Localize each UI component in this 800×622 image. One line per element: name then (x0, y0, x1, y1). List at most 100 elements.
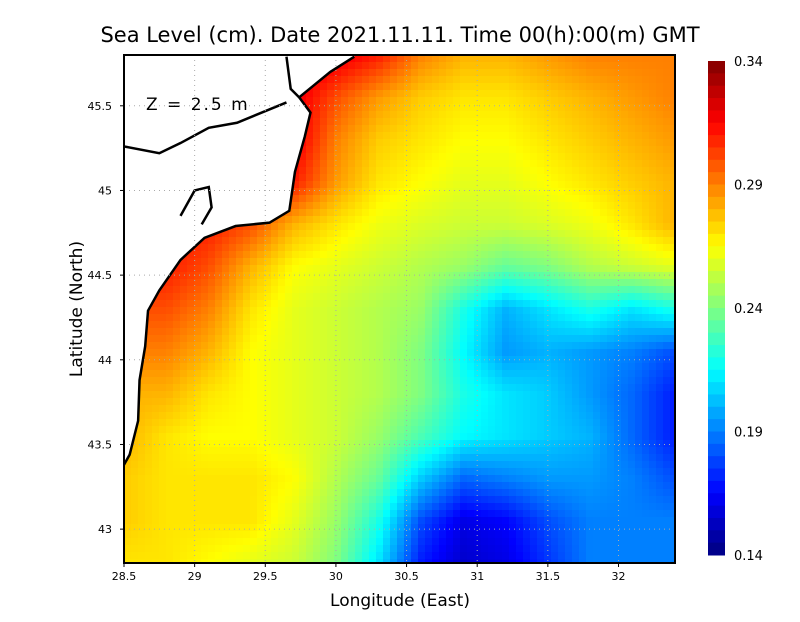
heatmap-cell (173, 377, 181, 385)
heatmap-cell (341, 139, 349, 147)
heatmap-cell (460, 174, 468, 182)
heatmap-cell (509, 216, 517, 224)
heatmap-cell (460, 349, 468, 357)
heatmap-cell (446, 230, 454, 238)
heatmap-cell (376, 174, 384, 182)
heatmap-cell (551, 76, 559, 84)
heatmap-cell (404, 475, 412, 483)
heatmap-cell (586, 377, 594, 385)
heatmap-cell (173, 461, 181, 469)
heatmap-cell (467, 314, 475, 322)
heatmap-cell (572, 181, 580, 189)
heatmap-cell (551, 223, 559, 231)
heatmap-cell (635, 118, 643, 126)
heatmap-cell (565, 489, 573, 497)
heatmap-cell (572, 55, 580, 63)
heatmap-cell (628, 125, 636, 133)
heatmap-cell (572, 265, 580, 273)
heatmap-cell (187, 384, 195, 392)
heatmap-cell (222, 419, 230, 427)
heatmap-cell (376, 118, 384, 126)
heatmap-cell (145, 377, 153, 385)
heatmap-cell (635, 111, 643, 119)
heatmap-cell (628, 230, 636, 238)
heatmap-cell (516, 209, 524, 217)
heatmap-cell (544, 328, 552, 336)
heatmap-cell (481, 454, 489, 462)
heatmap-cell (600, 489, 608, 497)
heatmap-cell (663, 251, 671, 259)
heatmap-cell (215, 468, 223, 476)
heatmap-cell (159, 314, 167, 322)
heatmap-cell (278, 314, 286, 322)
heatmap-cell (348, 146, 356, 154)
heatmap-cell (439, 237, 447, 245)
heatmap-cell (551, 405, 559, 413)
heatmap-cell (348, 328, 356, 336)
heatmap-cell (600, 55, 608, 63)
heatmap-cell (313, 426, 321, 434)
heatmap-cell (670, 76, 675, 84)
heatmap-cell (516, 111, 524, 119)
heatmap-cell (152, 377, 160, 385)
heatmap-cell (397, 153, 405, 161)
heatmap-cell (306, 391, 314, 399)
heatmap-cell (656, 139, 664, 147)
heatmap-cell (663, 104, 671, 112)
heatmap-cell (208, 258, 216, 266)
heatmap-cell (383, 468, 391, 476)
heatmap-cell (551, 370, 559, 378)
heatmap-cell (495, 167, 503, 175)
heatmap-cell (551, 188, 559, 196)
heatmap-cell (614, 181, 622, 189)
heatmap-cell (439, 272, 447, 280)
heatmap-cell (523, 279, 531, 287)
heatmap-cell (383, 286, 391, 294)
heatmap-cell (292, 216, 300, 224)
heatmap-cell (145, 433, 153, 441)
heatmap-cell (607, 90, 615, 98)
heatmap-cell (502, 419, 510, 427)
heatmap-cell (166, 419, 174, 427)
heatmap-cell (614, 440, 622, 448)
heatmap-cell (397, 405, 405, 413)
heatmap-cell (663, 349, 671, 357)
heatmap-cell (425, 139, 433, 147)
heatmap-cell (145, 440, 153, 448)
heatmap-cell (313, 230, 321, 238)
heatmap-cell (565, 335, 573, 343)
heatmap-cell (453, 314, 461, 322)
heatmap-cell (607, 209, 615, 217)
heatmap-cell (215, 307, 223, 315)
heatmap-cell (530, 69, 538, 77)
heatmap-cell (453, 258, 461, 266)
heatmap-cell (180, 405, 188, 413)
heatmap-cell (271, 314, 279, 322)
heatmap-cell (516, 62, 524, 70)
heatmap-cell (201, 328, 209, 336)
heatmap-cell (551, 489, 559, 497)
heatmap-cell (439, 489, 447, 497)
heatmap-cell (586, 90, 594, 98)
heatmap-cell (523, 489, 531, 497)
heatmap-cell (425, 188, 433, 196)
heatmap-cell (621, 321, 629, 329)
heatmap-cell (306, 181, 314, 189)
heatmap-cell (390, 447, 398, 455)
heatmap-cell (474, 244, 482, 252)
heatmap-cell (264, 419, 272, 427)
heatmap-cell (313, 447, 321, 455)
heatmap-cell (551, 265, 559, 273)
heatmap-cell (649, 209, 657, 217)
heatmap-cell (320, 307, 328, 315)
heatmap-cell (642, 181, 650, 189)
heatmap-cell (495, 153, 503, 161)
heatmap-cell (593, 335, 601, 343)
heatmap-cell (411, 69, 419, 77)
heatmap-cell (376, 307, 384, 315)
heatmap-cell (635, 475, 643, 483)
heatmap-cell (586, 83, 594, 91)
heatmap-cell (488, 69, 496, 77)
heatmap-cell (173, 279, 181, 287)
heatmap-cell (572, 342, 580, 350)
